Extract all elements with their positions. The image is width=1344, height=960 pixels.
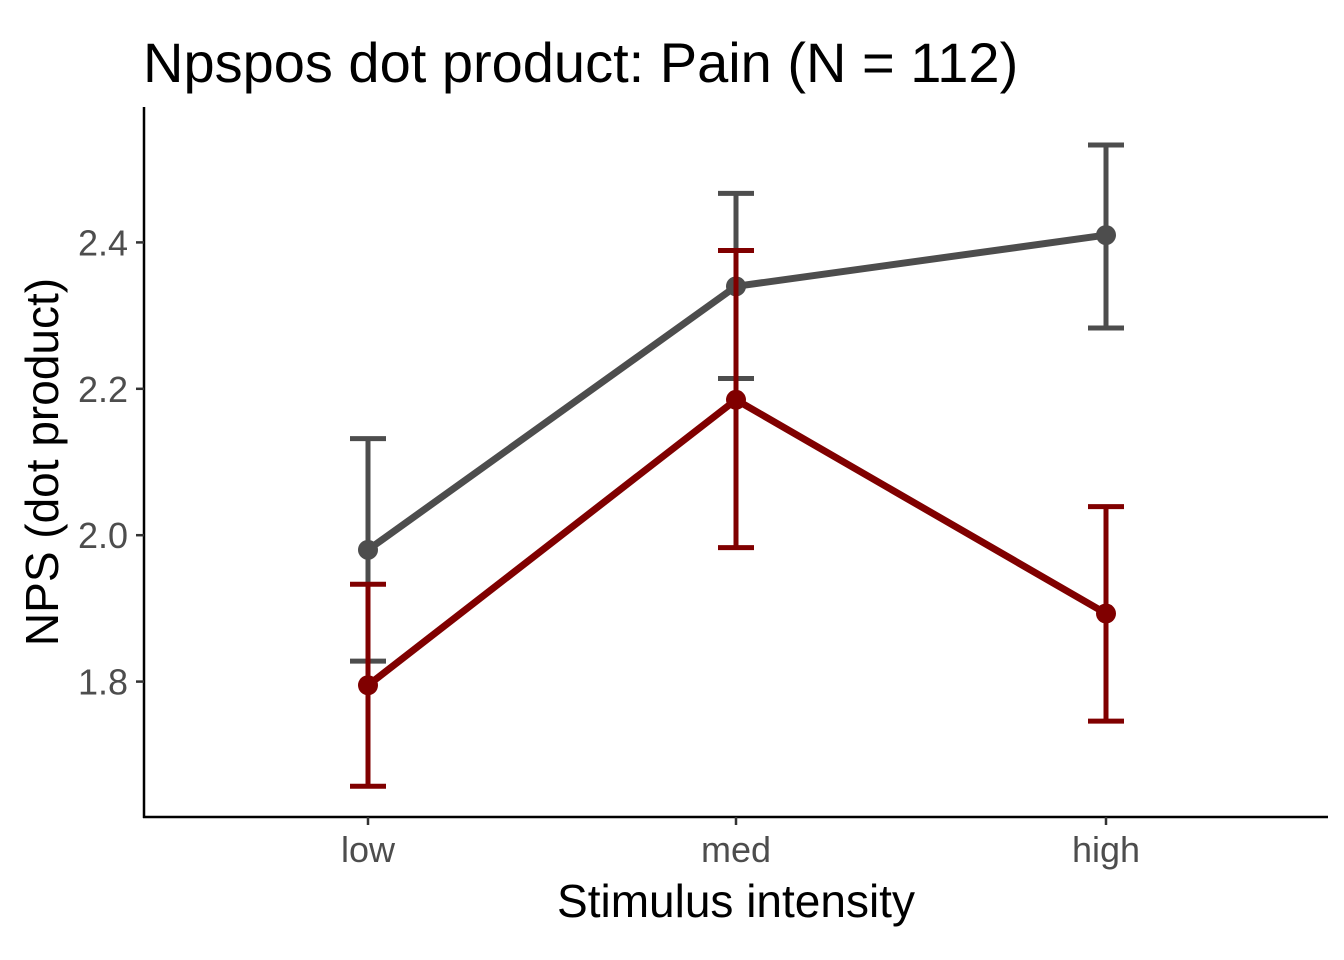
series-2 — [350, 247, 1124, 789]
y-axis-ticks: 1.8 2.0 2.2 2.4 — [78, 222, 144, 703]
y-tick-label: 2.0 — [78, 515, 128, 556]
x-axis-ticks: low med high — [341, 817, 1140, 870]
data-point — [1096, 225, 1116, 246]
y-tick-label: 2.4 — [78, 222, 128, 263]
y-tick-label: 1.8 — [78, 662, 128, 703]
x-tick-label: high — [1072, 829, 1140, 870]
data-point — [726, 389, 746, 410]
data-point — [358, 675, 378, 696]
x-tick-label: med — [701, 829, 771, 870]
y-axis-title: NPS (dot product) — [16, 278, 68, 646]
y-tick-label: 2.2 — [78, 369, 128, 410]
x-tick-label: low — [341, 829, 396, 870]
plot-area — [350, 142, 1124, 789]
data-point — [358, 539, 378, 560]
chart-title: Npspos dot product: Pain (N = 112) — [143, 31, 1018, 94]
data-point — [1096, 603, 1116, 624]
x-axis-title: Stimulus intensity — [557, 875, 915, 927]
